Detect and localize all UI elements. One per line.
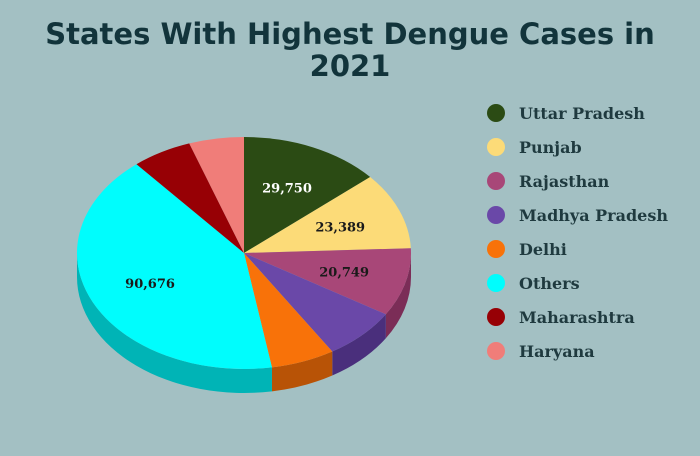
pie-slice-delhi [244,253,333,368]
legend-item-punjab: Punjab [487,130,668,164]
pie-slice-punjab [244,177,411,253]
legend-item-uttar-pradesh: Uttar Pradesh [487,96,668,130]
legend-item-delhi: Delhi [487,232,668,266]
pie-slice-haryana [189,137,244,253]
legend-label: Delhi [519,239,567,259]
legend-label: Maharashtra [519,307,635,327]
legend: Uttar Pradesh Punjab Rajasthan Madhya Prade… [487,96,668,368]
pie-slice-uttar-pradesh [244,137,371,253]
data-label-rajasthan: 20,749 [319,265,369,280]
legend-swatch [487,138,505,156]
legend-swatch [487,308,505,326]
legend-swatch [487,104,505,122]
pie-side-rajasthan [385,253,411,339]
legend-label: Uttar Pradesh [519,103,645,123]
legend-label: Others [519,273,580,293]
legend-swatch [487,240,505,258]
legend-label: Punjab [519,137,582,157]
pie-slice-others [77,164,272,370]
legend-swatch [487,206,505,224]
legend-swatch [487,172,505,190]
legend-item-rajasthan: Rajasthan [487,164,668,198]
legend-label: Madhya Pradesh [519,205,668,225]
data-label-punjab: 23,389 [315,220,365,235]
legend-item-madhya-pradesh: Madhya Pradesh [487,198,668,232]
chart-title: States With Highest Dengue Cases in 2021 [45,17,655,83]
legend-item-haryana: Haryana [487,334,668,368]
legend-label: Haryana [519,341,595,361]
legend-swatch [487,274,505,292]
data-label-others: 90,676 [125,277,175,292]
legend-item-others: Others [487,266,668,300]
pie-side-delhi [271,351,333,392]
pie-side-others [77,253,272,394]
pie-side-madhya-pradesh [332,314,386,376]
legend-swatch [487,342,505,360]
pie-slice-madhya-pradesh [244,253,386,352]
legend-label: Rajasthan [519,171,610,191]
legend-item-maharashtra: Maharashtra [487,300,668,334]
pie-slice-maharashtra [136,143,244,253]
data-label-uttar-pradesh: 29,750 [262,182,312,197]
pie-slice-rajasthan [244,248,411,315]
